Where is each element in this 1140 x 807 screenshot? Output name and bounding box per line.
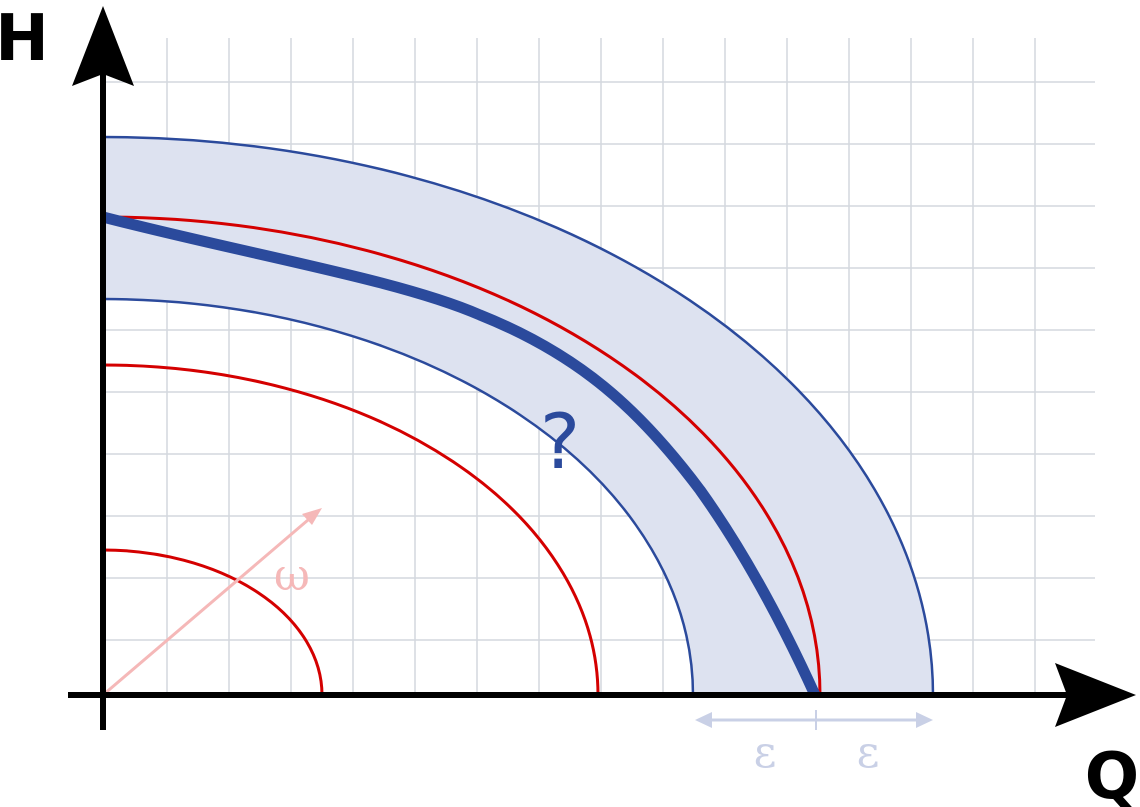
y-axis-arrowhead: [72, 6, 134, 86]
speed-curve: [102, 363, 600, 696]
omega-arrowhead: [302, 508, 322, 525]
speed-curve: [102, 548, 324, 696]
band-upper-curve: [102, 135, 935, 696]
grid: [103, 38, 1095, 695]
epsilon-arrowhead: [916, 712, 933, 728]
band-lower-curve: [102, 297, 695, 696]
tolerance-band: [103, 137, 933, 695]
omega-arrow: [102, 512, 316, 697]
x-axis-arrowhead: [1055, 663, 1136, 727]
y-axis-label: H: [0, 2, 49, 76]
epsilon-arrowhead: [695, 712, 712, 728]
x-axis-label: Q: [1085, 740, 1139, 807]
epsilon-label: ε: [754, 727, 777, 778]
question-mark: ?: [540, 397, 580, 486]
speed-curve: [102, 215, 822, 696]
epsilon-label: ε: [857, 727, 880, 778]
measured-curve: [101, 211, 821, 698]
omega-label: ω: [274, 550, 310, 601]
